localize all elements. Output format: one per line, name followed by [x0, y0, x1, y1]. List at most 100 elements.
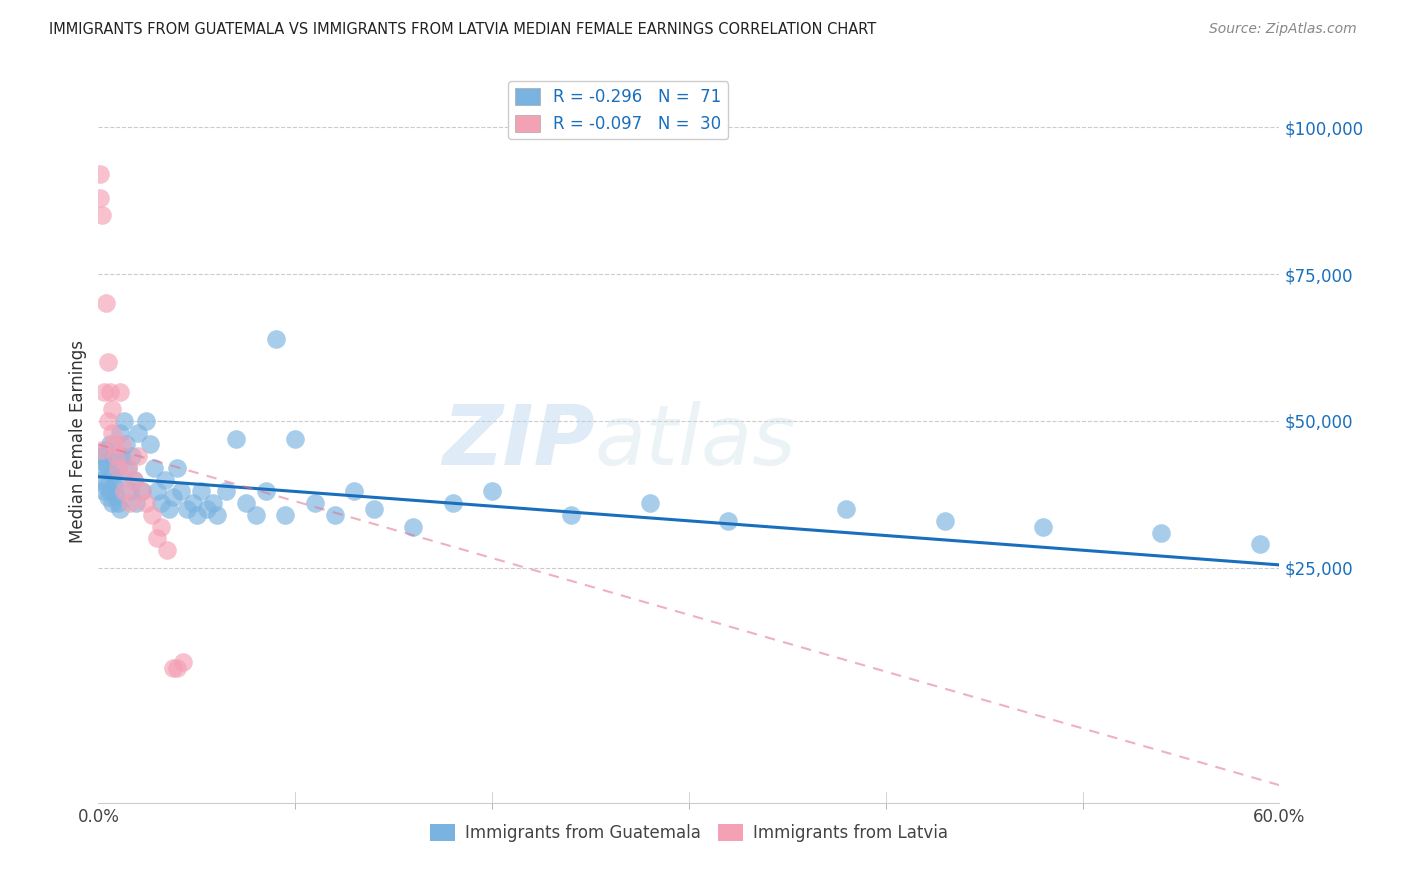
Point [121, 449, 143, 463]
Point [112, 414, 135, 428]
Point [127, 425, 149, 440]
Point [172, 655, 194, 669]
Point [934, 514, 956, 528]
Point [108, 384, 131, 399]
Point [117, 461, 139, 475]
Point [835, 502, 858, 516]
Point [402, 519, 425, 533]
Point [195, 502, 218, 516]
Point [135, 414, 157, 428]
Point [105, 449, 128, 463]
Point [264, 332, 287, 346]
Point [91, 208, 114, 222]
Point [343, 484, 366, 499]
Point [254, 484, 277, 499]
Point [162, 491, 184, 505]
Point [138, 437, 160, 451]
Point [481, 484, 503, 499]
Point [125, 496, 148, 510]
Point [96, 478, 118, 492]
Point [150, 519, 173, 533]
Point [127, 449, 149, 463]
Point [166, 661, 188, 675]
Point [93, 384, 115, 399]
Point [112, 484, 135, 499]
Point [89, 167, 111, 181]
Point [98, 384, 121, 399]
Point [97, 414, 120, 428]
Point [108, 425, 131, 440]
Point [101, 402, 124, 417]
Text: atlas: atlas [595, 401, 796, 482]
Point [156, 543, 179, 558]
Point [1150, 525, 1173, 540]
Point [146, 532, 169, 546]
Point [186, 508, 208, 522]
Point [150, 496, 173, 510]
Point [560, 508, 582, 522]
Point [274, 508, 297, 522]
Text: IMMIGRANTS FROM GUATEMALA VS IMMIGRANTS FROM LATVIA MEDIAN FEMALE EARNINGS CORRE: IMMIGRANTS FROM GUATEMALA VS IMMIGRANTS … [49, 22, 876, 37]
Point [122, 473, 145, 487]
Point [89, 461, 111, 475]
Point [201, 496, 224, 510]
Point [155, 473, 177, 487]
Point [142, 461, 165, 475]
Point [146, 484, 169, 499]
Point [1032, 519, 1054, 533]
Point [115, 437, 138, 451]
Point [93, 455, 115, 469]
Point [131, 484, 153, 499]
Point [441, 496, 464, 510]
Point [91, 443, 114, 458]
Point [97, 461, 120, 475]
Point [638, 496, 661, 510]
Y-axis label: Median Female Earnings: Median Female Earnings [69, 340, 87, 543]
Point [103, 437, 125, 451]
Point [157, 502, 180, 516]
Point [97, 355, 120, 369]
Point [103, 449, 125, 463]
Point [284, 432, 307, 446]
Point [105, 473, 128, 487]
Point [111, 437, 134, 451]
Point [93, 484, 115, 499]
Point [118, 496, 141, 510]
Point [101, 496, 124, 510]
Point [107, 461, 129, 475]
Point [131, 484, 153, 499]
Text: Source: ZipAtlas.com: Source: ZipAtlas.com [1209, 22, 1357, 37]
Point [122, 473, 145, 487]
Point [103, 478, 125, 492]
Point [105, 491, 128, 505]
Point [166, 461, 188, 475]
Point [96, 443, 118, 458]
Point [363, 502, 385, 516]
Point [96, 296, 118, 310]
Point [108, 502, 131, 516]
Point [91, 449, 114, 463]
Point [101, 467, 124, 481]
Point [235, 496, 257, 510]
Point [111, 449, 134, 463]
Point [91, 473, 114, 487]
Legend: Immigrants from Guatemala, Immigrants from Latvia: Immigrants from Guatemala, Immigrants fr… [423, 817, 955, 848]
Point [225, 432, 247, 446]
Point [98, 437, 121, 451]
Point [89, 191, 111, 205]
Point [181, 496, 204, 510]
Point [101, 425, 124, 440]
Point [170, 484, 193, 499]
Point [118, 484, 141, 499]
Point [135, 496, 157, 510]
Point [117, 461, 139, 475]
Point [190, 484, 212, 499]
Point [304, 496, 326, 510]
Point [98, 484, 121, 499]
Point [717, 514, 740, 528]
Point [162, 661, 184, 675]
Point [107, 496, 129, 510]
Point [107, 461, 129, 475]
Point [323, 508, 346, 522]
Point [97, 491, 120, 505]
